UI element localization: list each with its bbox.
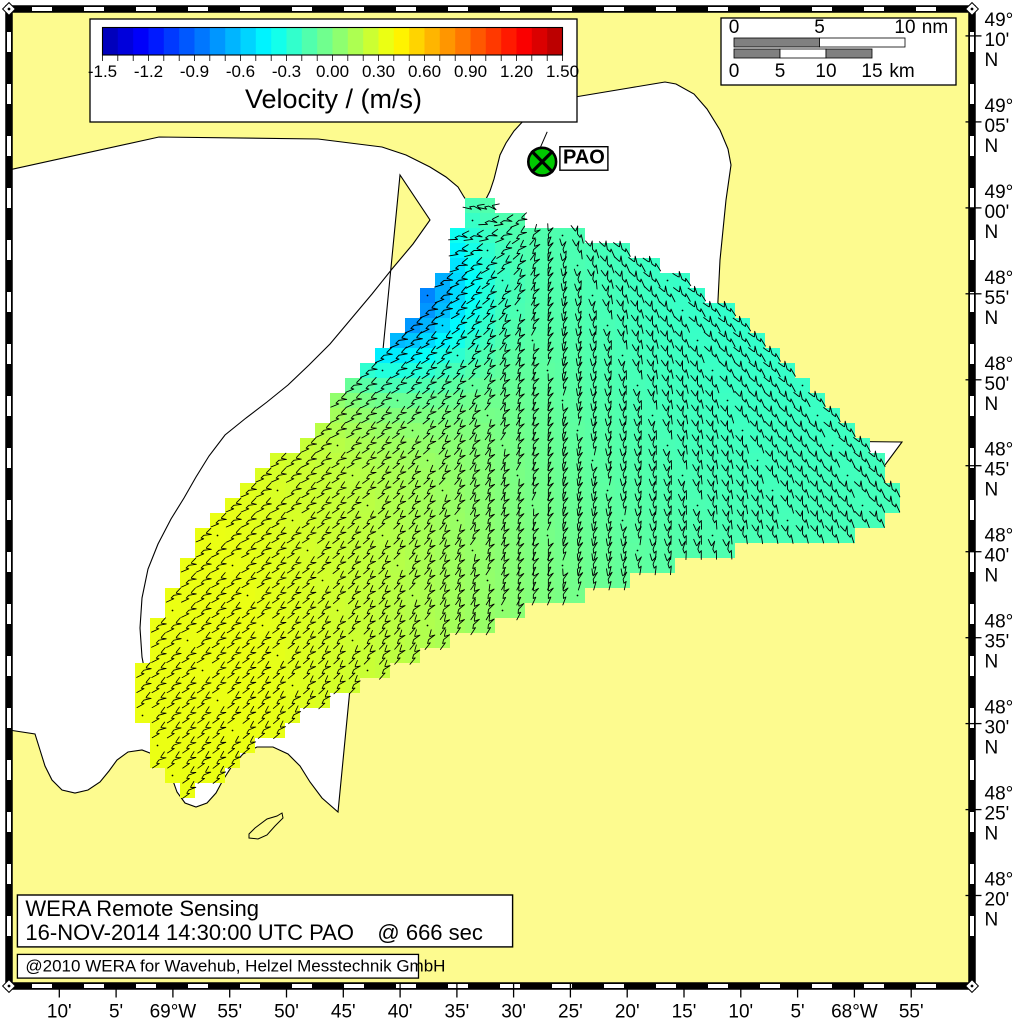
svg-text:30': 30': [985, 718, 1010, 739]
svg-text:55': 55': [217, 1002, 242, 1023]
svg-text:48°: 48°: [985, 698, 1014, 719]
svg-text:km: km: [889, 61, 914, 82]
svg-text:55': 55': [899, 1002, 924, 1023]
svg-text:10': 10': [985, 30, 1010, 51]
svg-text:45': 45': [331, 1002, 356, 1023]
svg-text:-0.6: -0.6: [226, 62, 255, 81]
svg-text:20': 20': [985, 890, 1010, 911]
svg-text:25': 25': [558, 1002, 583, 1023]
svg-text:50': 50': [274, 1002, 299, 1023]
svg-text:0.30: 0.30: [362, 62, 395, 81]
svg-text:0: 0: [729, 17, 740, 38]
svg-text:1.20: 1.20: [500, 62, 533, 81]
svg-text:N: N: [985, 50, 999, 71]
svg-text:WERA Remote Sensing: WERA Remote Sensing: [25, 896, 259, 921]
svg-text:5': 5': [790, 1002, 804, 1023]
svg-text:5: 5: [814, 17, 825, 38]
svg-text:@ 666 sec: @ 666 sec: [377, 920, 483, 945]
svg-text:N: N: [985, 738, 999, 759]
svg-text:N: N: [985, 394, 999, 415]
svg-text:10: 10: [894, 17, 915, 38]
svg-text:15': 15': [672, 1002, 697, 1023]
svg-text:35': 35': [985, 632, 1010, 653]
svg-text:30': 30': [501, 1002, 526, 1023]
svg-text:48°: 48°: [985, 784, 1014, 805]
svg-text:PAO: PAO: [563, 147, 605, 169]
svg-text:N: N: [985, 308, 999, 329]
svg-text:15: 15: [861, 61, 882, 82]
svg-text:20': 20': [615, 1002, 640, 1023]
svg-text:49°: 49°: [985, 96, 1014, 117]
svg-text:48°: 48°: [985, 870, 1014, 891]
svg-text:69°W: 69°W: [150, 1002, 197, 1023]
svg-text:-0.3: -0.3: [272, 62, 301, 81]
svg-text:0: 0: [729, 61, 740, 82]
svg-text:10': 10': [47, 1002, 72, 1023]
svg-text:05': 05': [985, 116, 1010, 137]
svg-text:48°: 48°: [985, 268, 1014, 289]
svg-text:55': 55': [985, 288, 1010, 309]
svg-text:0.00: 0.00: [316, 62, 349, 81]
svg-text:N: N: [985, 136, 999, 157]
svg-text:-1.2: -1.2: [134, 62, 163, 81]
svg-text:5': 5': [109, 1002, 123, 1023]
svg-text:N: N: [985, 566, 999, 587]
svg-text:10: 10: [815, 61, 836, 82]
svg-text:68°W: 68°W: [831, 1002, 878, 1023]
svg-text:16-NOV-2014 14:30:00 UTC PAO: 16-NOV-2014 14:30:00 UTC PAO: [25, 920, 354, 945]
svg-text:49°: 49°: [985, 10, 1014, 31]
svg-text:N: N: [985, 222, 999, 243]
svg-text:48°: 48°: [985, 526, 1014, 547]
svg-text:-0.9: -0.9: [180, 62, 209, 81]
svg-text:10': 10': [728, 1002, 753, 1023]
svg-text:5: 5: [775, 61, 786, 82]
svg-text:1.50: 1.50: [546, 62, 579, 81]
svg-text:35': 35': [445, 1002, 470, 1023]
svg-text:50': 50': [985, 374, 1010, 395]
svg-text:45': 45': [985, 460, 1010, 481]
svg-text:49°: 49°: [985, 182, 1014, 203]
svg-text:48°: 48°: [985, 612, 1014, 633]
svg-text:Velocity / (m/s): Velocity / (m/s): [245, 84, 422, 114]
svg-text:00': 00': [985, 202, 1010, 223]
svg-text:40': 40': [985, 546, 1010, 567]
svg-text:0.60: 0.60: [408, 62, 441, 81]
svg-text:40': 40': [388, 1002, 413, 1023]
svg-text:nm: nm: [922, 17, 948, 38]
svg-text:25': 25': [985, 804, 1010, 825]
svg-text:48°: 48°: [985, 354, 1014, 375]
svg-text:@2010 WERA for Wavehub, Helzel: @2010 WERA for Wavehub, Helzel Messtechn…: [25, 956, 445, 975]
svg-text:48°: 48°: [985, 440, 1014, 461]
svg-text:N: N: [985, 652, 999, 673]
svg-text:N: N: [985, 480, 999, 501]
svg-text:N: N: [985, 910, 999, 931]
svg-text:-1.5: -1.5: [88, 62, 117, 81]
svg-text:0.90: 0.90: [454, 62, 487, 81]
svg-text:N: N: [985, 824, 999, 845]
